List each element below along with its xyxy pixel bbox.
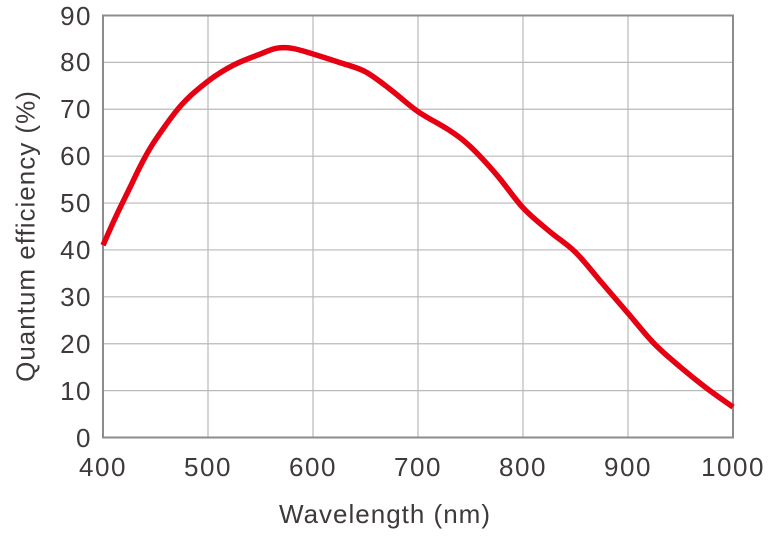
x-axis-tick-label: 1000 [701,452,765,482]
x-axis-tick-label: 400 [79,452,127,482]
y-axis-tick-label: 0 [76,422,92,453]
x-axis-tick-label: 700 [394,452,442,482]
y-axis-tick-label: 60 [60,141,92,172]
y-axis-tick-label: 10 [60,375,92,406]
y-axis-tick-label: 20 [60,328,92,359]
y-axis-tick-label: 70 [60,94,92,125]
x-axis-tick-label: 800 [499,452,547,482]
x-axis-tick-label: 900 [604,452,652,482]
x-axis-tick-label: 600 [289,452,337,482]
x-axis-tick-label: 500 [184,452,232,482]
y-axis-tick-label: 30 [60,281,92,312]
plot-border [102,14,734,439]
y-axis-tick-label: 90 [60,0,92,31]
y-axis-tick-label: 80 [60,47,92,78]
qe-curve [100,44,735,410]
y-axis-tick-label: 40 [60,234,92,265]
x-axis-title: Wavelength (nm) [279,499,491,529]
y-axis-tick-label: 50 [60,188,92,219]
